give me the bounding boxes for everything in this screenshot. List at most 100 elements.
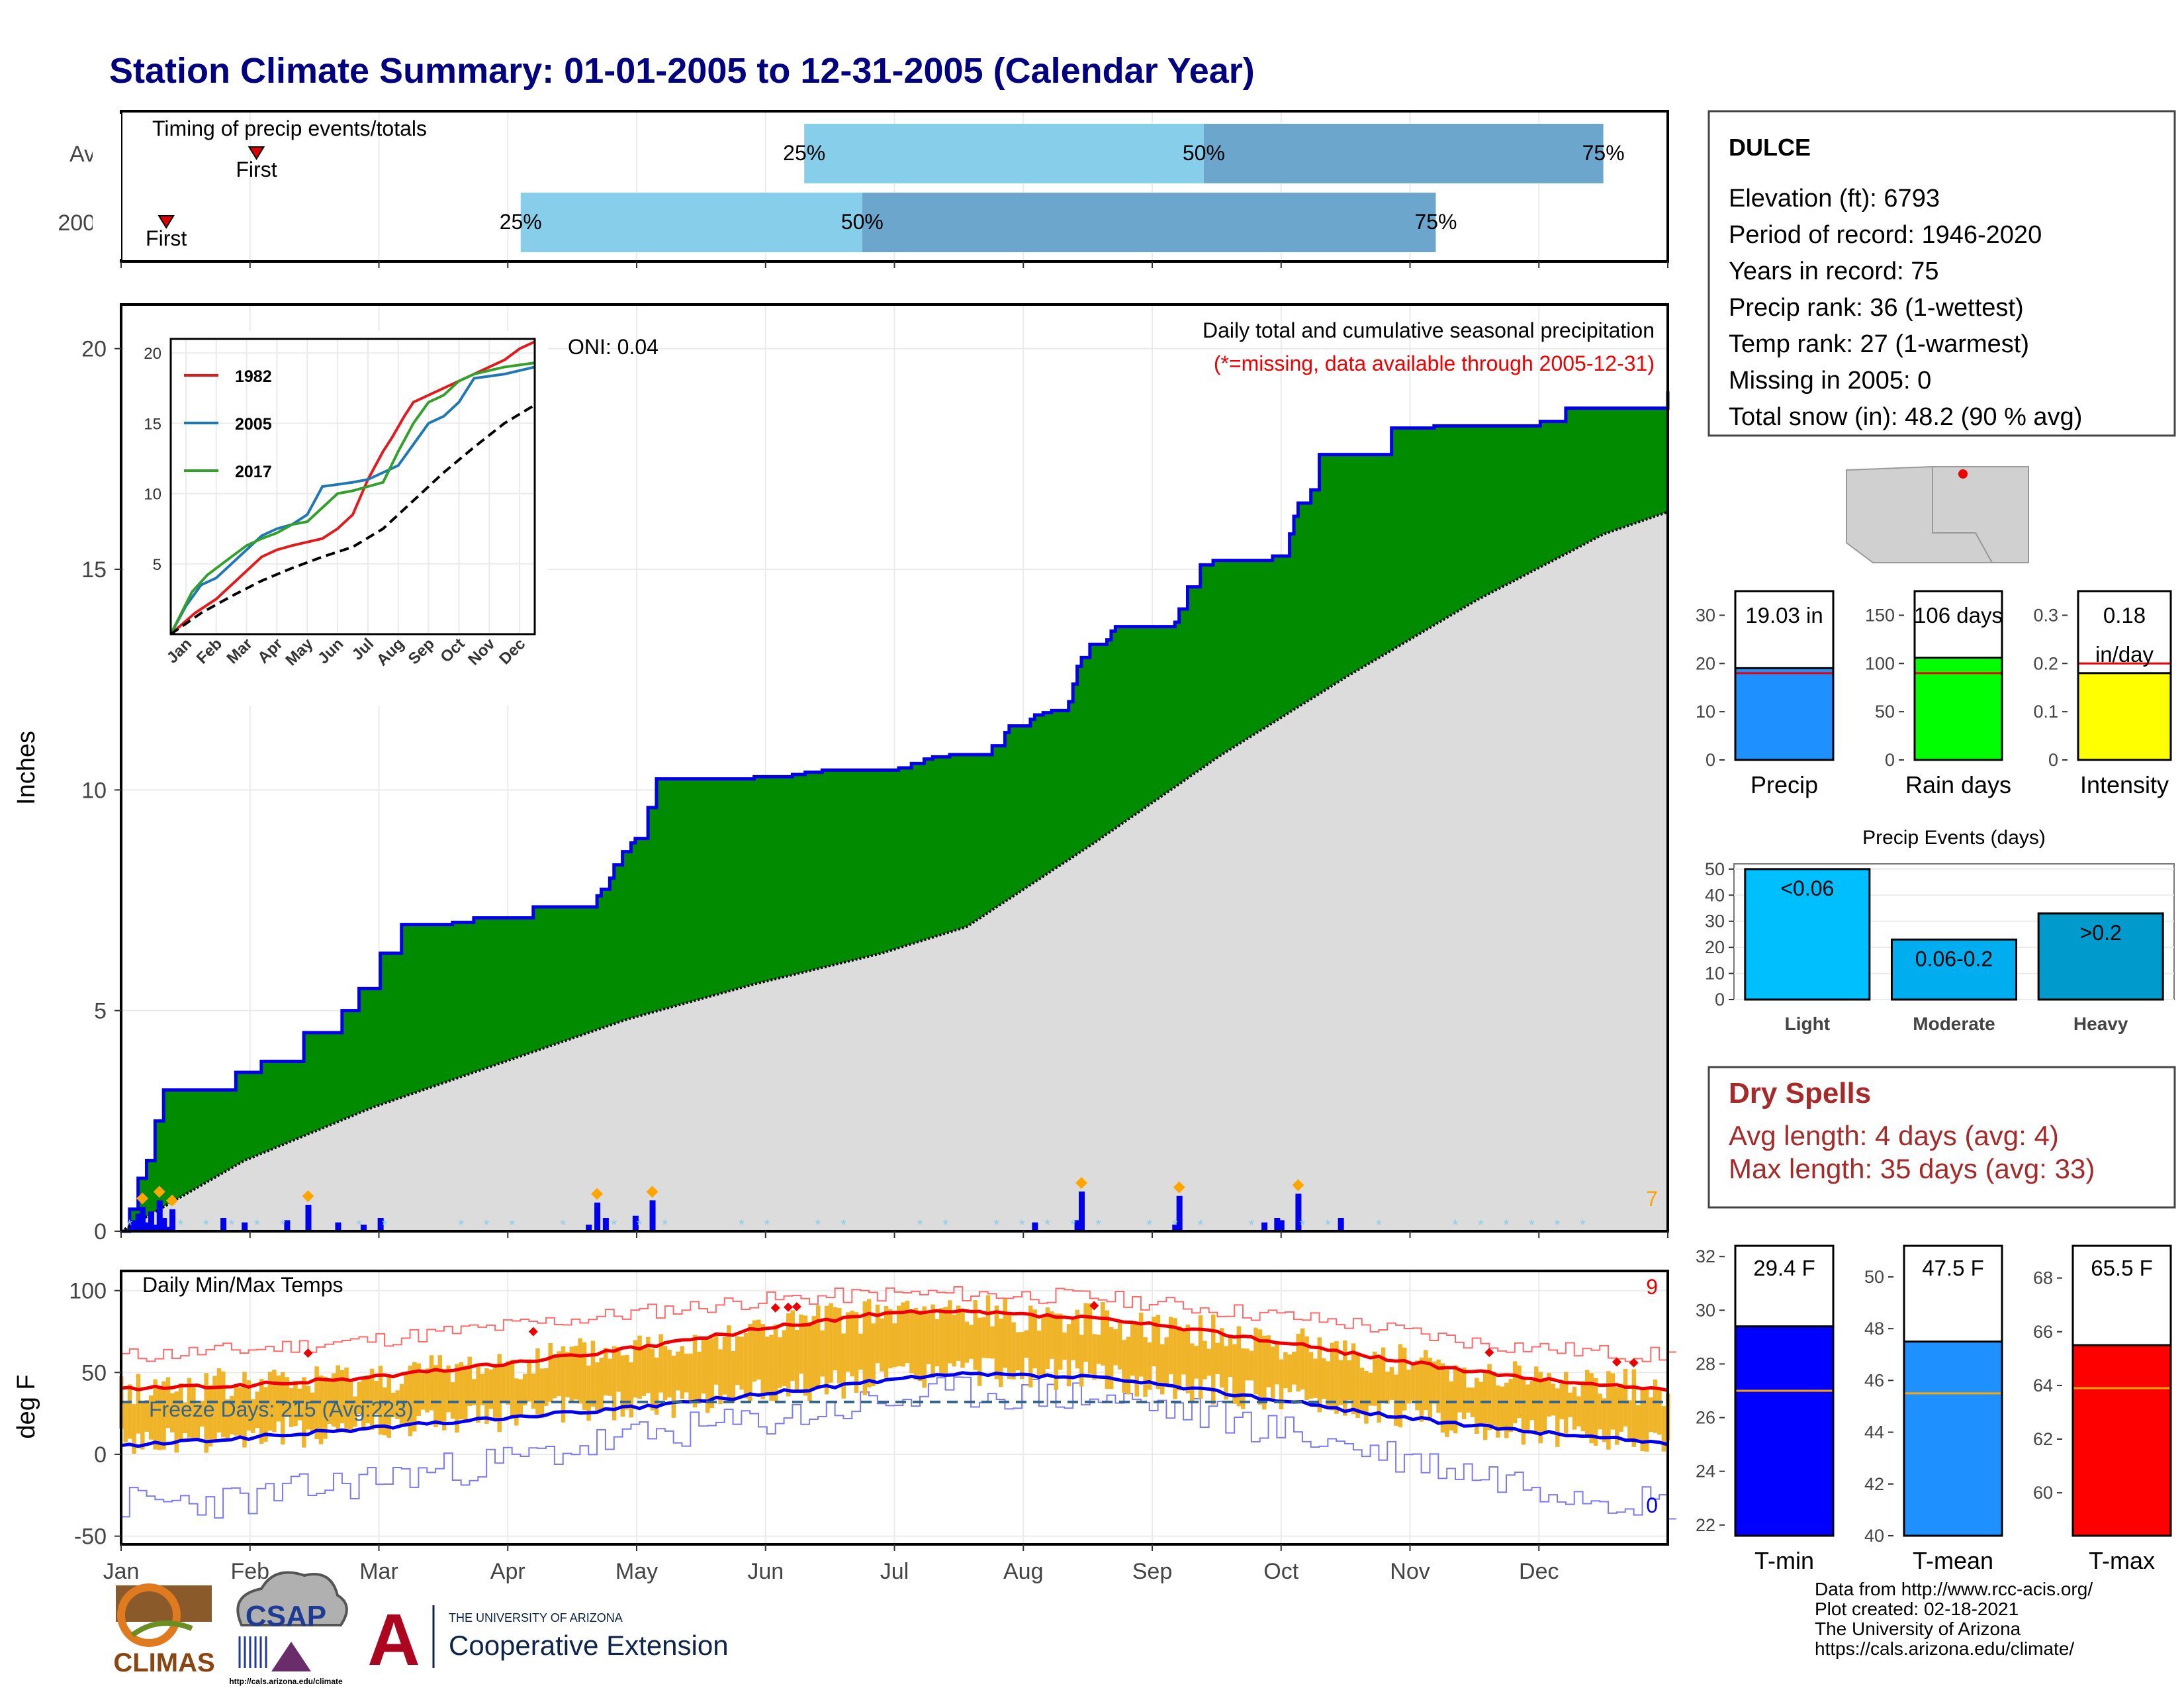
daily-temp-bar [506,1361,510,1405]
daily-temp-bar [875,1304,880,1364]
daily-temp-bar [871,1323,876,1387]
station-info-line: Missing in 2005: 0 [1729,367,1931,395]
daily-temp-bar [858,1333,863,1370]
daily-temp-bar [1351,1343,1356,1415]
precip-ytick-label: 0 [94,1219,107,1244]
intensity-bar [2077,672,2172,761]
freeze-days-label: Freeze Days: 215 (Avg:223) [149,1397,414,1421]
daily-temp-bar [251,1399,255,1433]
daily-precip-bar [1338,1218,1344,1231]
timing-bar-first-half [804,124,1204,183]
daily-temp-bar [999,1318,1003,1387]
daily-temp-bar [692,1335,698,1408]
month-label: Oct [1263,1559,1298,1584]
daily-temp-bar [1283,1352,1288,1389]
daily-temp-bar [629,1362,633,1418]
daily-temp-bar [764,1336,770,1396]
daily-temp-bar [1198,1315,1203,1399]
events-ytick-label: 30 [1705,912,1725,931]
station-info-line: Temp rank: 27 (1-warmest) [1729,330,2029,358]
daily-temp-bar [390,1392,396,1417]
daily-precip-bar [1074,1220,1081,1231]
inset-bg [124,331,548,706]
daily-temp-bar [1138,1312,1144,1377]
record-high-marker [1629,1358,1639,1368]
daily-temp-bar [743,1333,749,1399]
rain-days-ytick-label: 150 [1865,605,1895,625]
tmax-ytick-label: 60 [2033,1483,2053,1503]
daily-temp-bar [1279,1359,1284,1410]
rain-days-frame [1913,590,2003,761]
daily-temp-bar [1066,1324,1071,1387]
tmax-ytick-label: 64 [2033,1376,2053,1395]
daily-temp-bar [1572,1386,1577,1430]
daily-temp-bar [565,1352,570,1397]
daily-temp-bar [353,1396,357,1427]
record-high-marker [770,1303,780,1313]
trace-asterisk: * [1325,1217,1331,1233]
daily-temp-bar [412,1362,417,1432]
daily-temp-bar [880,1318,884,1372]
daily-temp-bar [522,1374,527,1406]
daily-temp-bar [1105,1310,1110,1389]
timing-75-label: 75% [1582,141,1625,165]
daily-temp-bar [1024,1330,1029,1358]
daily-temp-bar [1257,1329,1263,1405]
precip-ytick-label: 15 [81,557,107,583]
daily-precip-bar [220,1218,227,1231]
station-location-marker [1958,469,1968,479]
daily-temp-bar [1436,1359,1441,1413]
daily-temp-bar [671,1355,676,1418]
daily-temp-bar [866,1299,872,1387]
daily-temp-bar [471,1379,477,1405]
temp-ytick-label: -50 [74,1524,107,1550]
daily-temp-bar [956,1305,961,1361]
daily-temp-bar [1410,1364,1416,1401]
daily-temp-bar [829,1303,833,1383]
month-label: Jun [747,1559,784,1584]
daily-temp-bar [1504,1382,1509,1438]
daily-temp-bar [1555,1388,1560,1447]
daily-precip-bar [1032,1222,1038,1231]
tmin-name: T-min [1754,1547,1814,1574]
daily-temp-bar [654,1357,659,1415]
daily-temp-bar [952,1315,956,1367]
daily-temp-bar [408,1365,413,1436]
daily-temp-bar [476,1365,480,1423]
intensity-ytick-label: 0 [2048,750,2058,770]
daily-temp-bar [170,1393,175,1432]
daily-temp-bar [195,1403,201,1442]
daily-temp-bar [811,1316,817,1388]
daily-temp-bar [1326,1361,1330,1407]
daily-temp-bar [662,1346,668,1401]
daily-temp-bar [246,1380,251,1431]
precip-total-ytick-label: 30 [1696,605,1715,625]
daily-temp-bar [425,1368,430,1413]
daily-temp-bar [1092,1334,1097,1380]
daily-temp-bar [1487,1364,1492,1430]
daily-precip-marker [302,1190,314,1202]
daily-precip-bar [377,1218,384,1231]
daily-temp-bar [1203,1340,1207,1380]
trace-asterisk: * [1478,1217,1484,1233]
daily-temp-bar [1087,1303,1093,1374]
daily-temp-bar [157,1388,162,1450]
daily-temp-bar [1347,1360,1351,1401]
inset-ytick-label: 15 [144,415,161,433]
daily-temp-bar [561,1346,566,1423]
daily-precip-marker [591,1188,604,1200]
trace-asterisk: * [178,1217,184,1233]
daily-temp-bar [1559,1383,1564,1420]
daily-temp-bar [297,1388,302,1421]
daily-temp-bar [234,1385,238,1436]
trace-asterisk: * [917,1217,923,1233]
daily-temp-bar [1300,1328,1305,1390]
daily-temp-bar [837,1308,842,1383]
trace-asterisk: * [560,1217,566,1233]
daily-temp-bar [1598,1393,1602,1430]
daily-temp-bar [922,1306,927,1388]
month-label: May [615,1559,658,1584]
daily-temp-bar [1525,1384,1530,1432]
intensity-frame [2077,590,2172,761]
credit-line: https://cals.arizona.edu/climate/ [1815,1638,2074,1659]
